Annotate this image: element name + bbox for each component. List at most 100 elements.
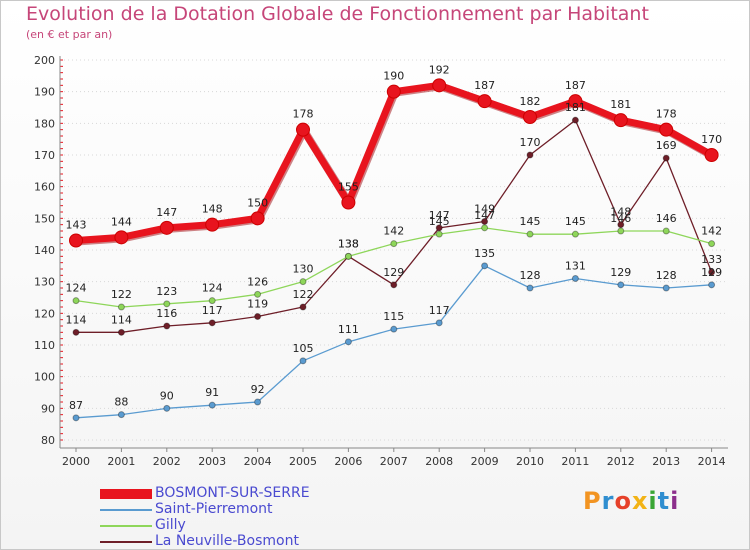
data-label: 187: [474, 79, 495, 92]
data-label: 145: [520, 215, 541, 228]
data-label: 129: [701, 266, 722, 279]
data-point: [477, 94, 492, 109]
data-point: [299, 303, 307, 311]
data-label: 170: [701, 133, 722, 146]
data-point: [344, 338, 352, 346]
data-label: 119: [247, 298, 268, 311]
y-tick-label: 100: [34, 371, 55, 384]
data-label: 129: [383, 266, 404, 279]
data-point: [208, 297, 216, 305]
chart-subtitle: (en € et par an): [26, 28, 113, 41]
data-label: 135: [474, 247, 495, 260]
data-point: [571, 230, 579, 238]
data-label: 142: [383, 225, 404, 238]
data-label: 111: [338, 323, 359, 336]
data-label: 144: [111, 215, 132, 228]
data-label: 148: [610, 206, 631, 219]
data-label: 124: [66, 282, 87, 295]
x-tick-label: 2004: [244, 455, 272, 468]
data-point: [481, 224, 489, 232]
data-point: [526, 151, 534, 159]
data-point: [299, 357, 307, 365]
data-label: 122: [111, 288, 132, 301]
data-point: [163, 300, 171, 308]
legend-swatch: [100, 489, 152, 499]
data-label: 91: [205, 386, 219, 399]
data-label: 130: [293, 263, 314, 276]
data-point: [523, 110, 537, 124]
data-label: 147: [429, 209, 450, 222]
data-point: [708, 281, 716, 289]
data-point: [526, 230, 534, 238]
data-label: 128: [520, 269, 541, 282]
data-point: [299, 278, 307, 286]
data-point: [571, 275, 579, 282]
data-label: 123: [156, 285, 177, 298]
data-label: 181: [565, 101, 586, 114]
data-point: [72, 328, 80, 336]
data-point: [617, 281, 625, 289]
data-label: 115: [383, 310, 404, 323]
x-tick-label: 2006: [334, 455, 362, 468]
logo-letter: x: [631, 487, 649, 515]
chart-title: Evolution de la Dotation Globale de Fonc…: [26, 3, 649, 25]
data-label: 143: [66, 219, 87, 232]
data-point: [390, 325, 398, 333]
y-tick-label: 80: [41, 434, 55, 447]
data-point: [613, 113, 628, 128]
data-label: 170: [520, 136, 541, 149]
data-point: [114, 230, 129, 245]
data-point: [659, 122, 674, 137]
data-point: [344, 252, 352, 260]
data-point: [163, 404, 171, 412]
data-point: [435, 230, 443, 238]
data-label: 114: [66, 313, 87, 326]
legend-swatch: [100, 509, 152, 511]
data-point: [254, 313, 262, 320]
y-tick-label: 180: [34, 117, 55, 130]
y-tick-label: 160: [34, 181, 55, 194]
data-label: 145: [565, 215, 586, 228]
data-label: 128: [656, 269, 677, 282]
data-point: [72, 297, 80, 305]
data-point: [435, 319, 443, 327]
data-point: [117, 303, 125, 311]
data-point: [69, 233, 83, 248]
data-label: 92: [251, 383, 265, 396]
data-point: [390, 240, 398, 248]
data-label: 182: [520, 95, 541, 108]
data-point: [117, 411, 125, 419]
x-tick-label: 2000: [62, 455, 90, 468]
legend-swatch: [100, 525, 152, 527]
data-label: 150: [247, 196, 268, 209]
data-label: 155: [338, 181, 359, 194]
data-label: 88: [114, 396, 128, 409]
data-label: 147: [474, 209, 495, 222]
data-point: [432, 78, 447, 93]
data-point: [704, 148, 719, 162]
x-tick-label: 2003: [198, 455, 226, 468]
data-point: [568, 94, 583, 109]
data-point: [662, 227, 670, 235]
y-tick-label: 200: [34, 54, 55, 67]
data-point: [208, 401, 216, 409]
x-tick-label: 2013: [652, 455, 680, 468]
x-tick-label: 2008: [425, 455, 453, 468]
data-point: [163, 322, 171, 330]
data-label: 178: [293, 108, 314, 121]
data-label: 87: [69, 399, 83, 412]
data-point: [481, 218, 489, 225]
x-tick-label: 2012: [607, 455, 635, 468]
data-label: 117: [429, 304, 450, 317]
legend-label: La Neuville-Bosmont: [155, 533, 299, 549]
data-label: 133: [701, 253, 722, 266]
data-label: 129: [610, 266, 631, 279]
data-label: 142: [701, 225, 722, 238]
data-point: [254, 398, 262, 406]
logo-letter: P: [583, 487, 602, 515]
data-label: 190: [383, 70, 404, 83]
logo-letter: i: [648, 487, 658, 515]
legend-label: Gilly: [155, 517, 186, 533]
y-tick-label: 90: [41, 402, 55, 415]
